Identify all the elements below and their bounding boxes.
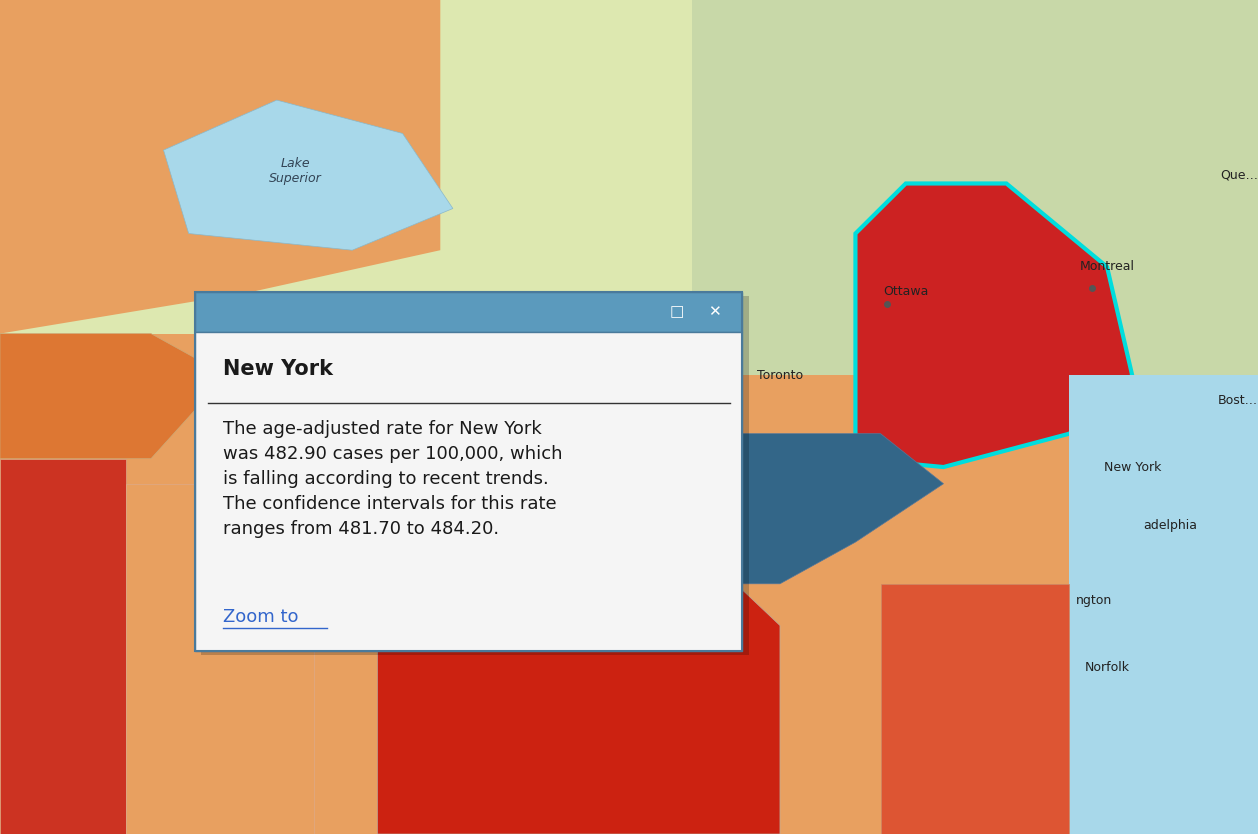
Text: Norfolk: Norfolk	[1084, 661, 1130, 674]
FancyBboxPatch shape	[0, 0, 1258, 334]
Polygon shape	[0, 334, 226, 459]
Text: ✕: ✕	[708, 304, 721, 319]
FancyBboxPatch shape	[195, 332, 742, 651]
Polygon shape	[881, 584, 1069, 834]
Text: Montreal: Montreal	[1079, 260, 1135, 274]
Text: Ottawa: Ottawa	[883, 285, 928, 299]
Text: adelphia: adelphia	[1144, 519, 1196, 532]
Polygon shape	[0, 0, 440, 334]
Text: New York: New York	[223, 359, 332, 379]
Polygon shape	[164, 100, 453, 250]
Text: Que…: Que…	[1220, 168, 1258, 182]
Text: The age-adjusted rate for New York
was 482.90 cases per 100,000, which
is fallin: The age-adjusted rate for New York was 4…	[223, 420, 562, 537]
FancyBboxPatch shape	[201, 296, 749, 655]
Text: Bost…: Bost…	[1218, 394, 1258, 407]
Polygon shape	[0, 459, 126, 834]
Text: Lake
Superior: Lake Superior	[269, 157, 322, 185]
FancyBboxPatch shape	[1069, 375, 1258, 834]
Text: Zoom to: Zoom to	[223, 608, 298, 626]
FancyBboxPatch shape	[692, 0, 1258, 375]
Text: ngton: ngton	[1077, 594, 1112, 607]
Polygon shape	[692, 434, 944, 584]
Polygon shape	[377, 542, 780, 834]
Text: □: □	[669, 304, 684, 319]
Text: Toronto: Toronto	[757, 369, 803, 382]
FancyBboxPatch shape	[195, 292, 742, 332]
Polygon shape	[126, 484, 314, 834]
Text: New York: New York	[1103, 460, 1161, 474]
Polygon shape	[855, 183, 1132, 467]
